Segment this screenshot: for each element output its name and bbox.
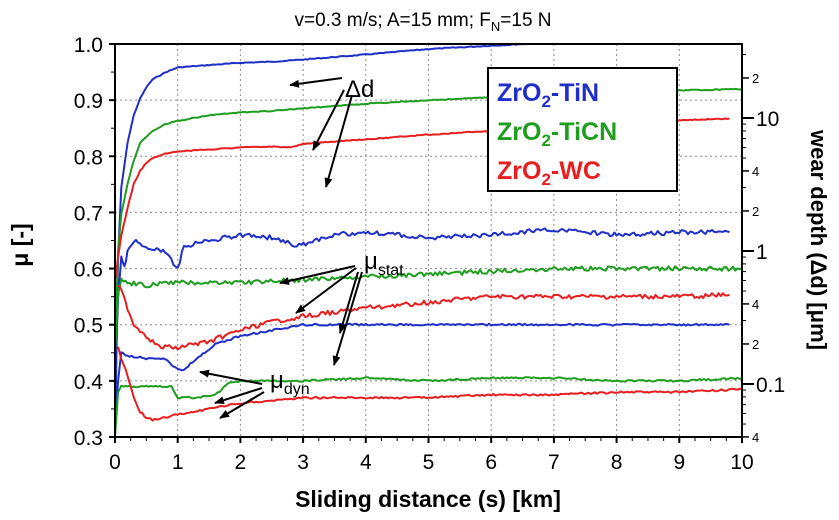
series-line-zro2-ticn-mu-dyn [114,376,743,437]
arrow-delta-d-ticn [312,89,345,151]
x-tick-label: 2 [235,451,247,474]
arrow-mu-stat-3 [338,271,359,334]
x-tick-label: 9 [673,451,685,474]
x-tick-label: 4 [360,451,372,474]
y2-minor-label: 2 [752,71,759,86]
legend-entry-wc: ZrO2-WC [497,157,601,189]
y-tick-label: 0.5 [74,315,103,338]
x-tick-label: 7 [548,451,560,474]
series-line-zro2-tin-mu-dyn [114,322,730,421]
series-line-zro2-wc-mu-stat [117,284,730,351]
y-tick-label: 0.4 [74,371,104,394]
y2-minor-label: 4 [752,164,759,179]
chart-title-sub: N [491,19,500,34]
arrow-mu-dyn-wc [219,391,265,419]
y2-tick-label: 1 [756,241,768,264]
y2-minor-label: 2 [752,204,759,219]
chart-title: v=0.3 m/s; A=15 mm; FN=15 N [294,10,551,34]
legend-entry-tin: ZrO2-TiN [497,79,599,111]
y-tick-label: 0.8 [74,146,103,169]
annotation-mu-dyn: μdyn [270,367,310,398]
x-axis-title: Sliding distance (s) [km] [295,486,561,512]
x-tick-label: 8 [611,451,623,474]
chart-title-tail: =15 N [500,10,551,31]
arrow-delta-d-wc [324,94,353,188]
series-line-zro2-tin-mu-stat [114,227,730,380]
y2-axis-ticks: 0.1 1 10 4 2 4 2 4 2 [742,54,785,445]
annotation-mu-stat: μstat [364,248,404,279]
y2-minor-label: 4 [752,297,759,312]
x-tick-label: 3 [297,451,309,474]
series-lines [114,43,743,437]
annotations: Δd μstat μdyn [199,76,404,419]
y2-tick-label: 0.1 [756,374,785,397]
legend: ZrO2-TiN ZrO2-TiCN ZrO2-WC [487,67,678,192]
arrow-mu-stat-4 [332,271,363,366]
series-line-zro2-ticn-mu-stat [114,265,743,353]
arrow-delta-d-tin [289,77,343,88]
x-axis-ticks: 0 1 2 3 4 5 6 7 8 9 10 [109,437,754,474]
series-line-zro2-wc-mu-dyn [117,346,743,422]
x-tick-label: 10 [730,451,753,474]
y2-tick-label: 10 [756,108,779,131]
legend-box [487,67,678,192]
legend-entry-ticn: ZrO2-TiCN [497,118,617,150]
y-tick-label: 0.7 [74,202,103,225]
y-axis-title: μ [-] [7,223,33,266]
arrow-mu-dyn-ticn [214,387,263,405]
annotation-delta-d: Δd [345,76,374,103]
y-tick-label: 0.6 [74,259,103,282]
y-tick-label: 0.9 [74,90,103,113]
y-tick-label: 1.0 [74,34,103,57]
y-axis-ticks: 0.3 0.4 0.5 0.6 0.7 0.8 0.9 1.0 [74,34,115,450]
arrow-mu-dyn-tin [199,369,263,385]
y2-minor-label: 2 [752,337,759,352]
y2-axis-title: wear depth (Δd) [μm] [806,129,831,350]
y2-minor-label: 4 [752,430,759,445]
x-tick-label: 6 [485,451,497,474]
x-tick-label: 0 [109,451,121,474]
x-tick-label: 1 [172,451,184,474]
chart-title-main: v=0.3 m/s; A=15 mm; F [294,10,490,31]
y-tick-label: 0.3 [74,427,103,450]
x-tick-label: 5 [423,451,435,474]
arrow-mu-stat-1 [279,265,356,285]
arrow-mu-stat-2 [295,267,357,314]
